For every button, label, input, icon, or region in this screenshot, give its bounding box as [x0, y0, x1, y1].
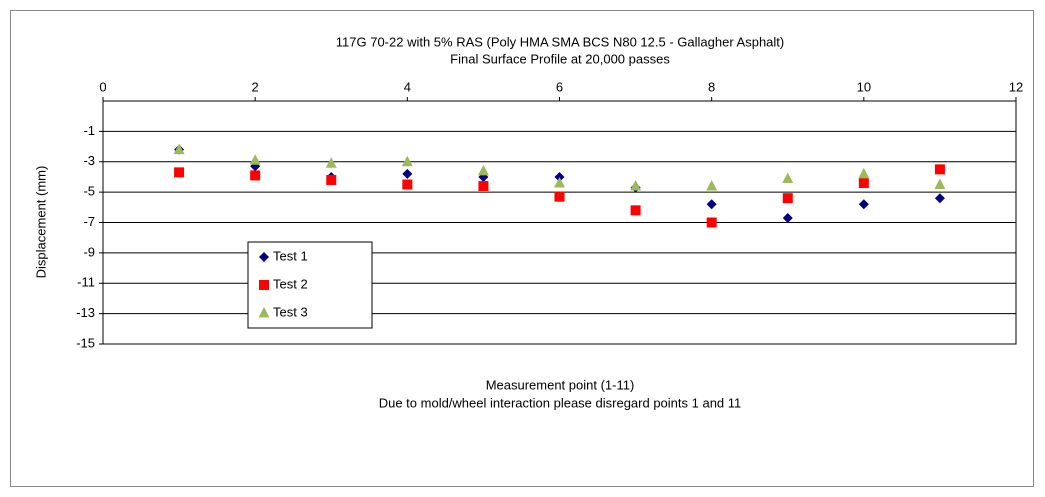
legend-marker — [258, 307, 270, 318]
point — [934, 164, 945, 175]
y-tick-label: -11 — [77, 275, 95, 290]
point — [554, 171, 565, 182]
chart-title: 117G 70-22 with 5% RAS (Poly HMA SMA BCS… — [336, 34, 784, 49]
point — [478, 181, 489, 192]
y-tick-label: -15 — [76, 335, 95, 350]
legend-label: Test 1 — [273, 248, 308, 263]
chart-subtitle: Final Surface Profile at 20,000 passes — [450, 51, 670, 66]
y-tick-label: -13 — [76, 305, 95, 320]
point — [630, 180, 642, 191]
y-tick-label: -1 — [83, 123, 95, 138]
point — [706, 180, 718, 191]
point — [706, 199, 717, 210]
point — [858, 199, 869, 210]
x-tick-label: 12 — [1009, 79, 1023, 94]
point — [477, 164, 489, 176]
point — [934, 193, 945, 204]
legend-marker — [259, 280, 269, 290]
x-tick-label: 4 — [404, 79, 411, 94]
y-tick-label: -7 — [83, 214, 95, 229]
x-tick-label: 6 — [556, 79, 563, 94]
x-tick-label: 0 — [99, 79, 106, 94]
point — [782, 172, 794, 183]
point — [706, 217, 717, 228]
legend-label: Test 2 — [273, 276, 308, 291]
point — [401, 155, 413, 167]
point — [326, 174, 337, 185]
y-tick-label: -3 — [83, 153, 95, 168]
point — [173, 143, 185, 155]
point — [782, 193, 793, 204]
legend-marker — [259, 252, 269, 262]
point — [325, 157, 337, 168]
y-tick-label: -9 — [83, 244, 95, 259]
x-tick-label: 10 — [857, 79, 871, 94]
x-tick-label: 2 — [252, 79, 259, 94]
point — [402, 168, 413, 179]
point — [782, 212, 793, 223]
point — [250, 170, 261, 181]
point — [174, 167, 185, 178]
y-axis-label: Displacement (mm) — [33, 166, 48, 279]
point — [858, 178, 869, 189]
point — [554, 177, 565, 188]
point — [934, 178, 946, 190]
point — [402, 179, 413, 190]
point — [249, 154, 261, 165]
point — [630, 205, 641, 216]
annotation: Due to mold/wheel interaction please dis… — [379, 395, 742, 410]
point — [858, 167, 870, 179]
x-axis-label: Measurement point (1-11) — [486, 377, 635, 392]
y-tick-label: -5 — [83, 184, 95, 199]
point — [554, 191, 565, 202]
x-tick-label: 8 — [708, 79, 715, 94]
legend-label: Test 3 — [273, 304, 308, 319]
